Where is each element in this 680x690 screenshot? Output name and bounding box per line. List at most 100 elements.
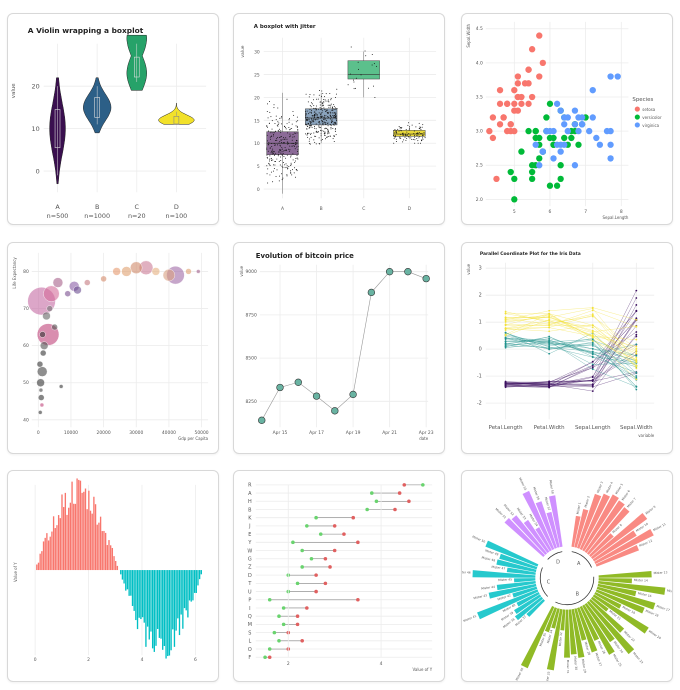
jitter-point	[326, 136, 328, 138]
dumbbell-start	[300, 548, 304, 553]
circular-bar	[571, 515, 581, 548]
circular-bar	[586, 507, 630, 555]
jitter-point	[353, 79, 355, 81]
jitter-point	[317, 118, 319, 120]
iris-scatter-card[interactable]: 2.0 2.5 3.0 3.5 4.0 4.5 5 6 7 8 Sepal.Width Sepal.L…	[461, 13, 673, 225]
jitter-point	[325, 110, 327, 112]
bubble	[46, 305, 53, 312]
jitter-point	[357, 68, 359, 70]
jitter-point	[418, 132, 420, 134]
jitter-point	[319, 126, 321, 128]
bar-label: Mister 27	[594, 652, 603, 666]
circular-bar	[548, 495, 563, 548]
dumbbell-end	[332, 524, 337, 528]
jitter-point	[335, 116, 337, 118]
jitter-point	[307, 101, 309, 103]
boxplot-jitter-card[interactable]: A boxplot with jitter value 0 5 10 15 20 25 30 A B…	[233, 13, 445, 225]
bar	[180, 570, 182, 615]
bar-label: Mister 33	[545, 671, 551, 681]
jitter-point	[321, 108, 323, 110]
dumbbell-start	[267, 597, 272, 602]
bitcoin-line-card[interactable]: Evolution of bitcoin price value 8250 8500 8…	[233, 242, 445, 454]
jitter-point	[266, 140, 268, 142]
jitter-point	[329, 115, 331, 117]
jitter-point	[286, 154, 288, 156]
jitter-point	[327, 129, 329, 131]
legend-label: versicolor	[642, 115, 662, 120]
diverging-bar-card[interactable]: Value of Y 0 2 4 6	[7, 470, 219, 682]
bar-label: Mister 31	[566, 660, 570, 674]
jitter-point	[271, 135, 273, 137]
jitter-point	[309, 93, 311, 95]
jitter-point	[283, 142, 285, 144]
circular-bar	[568, 609, 577, 655]
jitter-point	[305, 115, 307, 117]
jitter-point	[331, 116, 333, 118]
jitter-point	[409, 126, 411, 128]
bubble-chart-card[interactable]: 40 50 60 70 80 0 10000 20000 30000 40000 50000 Life…	[7, 242, 219, 454]
bar	[187, 570, 189, 618]
jitter-point	[293, 114, 295, 116]
jitter-point	[290, 162, 292, 164]
jitter-point	[278, 122, 280, 124]
jitter-point	[268, 130, 270, 132]
jitter-point	[308, 113, 310, 115]
dumbbell-chart-card[interactable]: R A H B K J E Y W G Z D T U P I Q M S L O F 2 4 Value of Y	[233, 470, 445, 682]
jitter-point	[294, 132, 296, 134]
y-tick-label: M	[248, 622, 252, 628]
jitter-point	[281, 165, 283, 167]
bar-label: Mister 43	[473, 593, 488, 600]
jitter-point	[325, 123, 327, 125]
y-axis-label: Sepal.Width	[466, 23, 471, 47]
jitter-point	[310, 106, 312, 108]
circular-bar-card[interactable]: Mister 1 Mister 2 Mister 3 Mister 4 Mister 5…	[461, 470, 673, 682]
jitter-point	[399, 136, 401, 138]
circular-bar	[574, 608, 587, 641]
jitter-point	[296, 154, 298, 156]
jitter-point	[333, 124, 335, 126]
bar	[91, 513, 93, 571]
jitter-point	[327, 109, 329, 111]
bar	[163, 570, 166, 647]
bar	[167, 570, 169, 657]
iris-point	[548, 309, 551, 312]
jitter-point	[290, 135, 292, 137]
jitter-point	[313, 116, 315, 118]
iris-point	[504, 381, 507, 383]
jitter-point	[294, 161, 296, 163]
x-tick-label: B	[95, 203, 99, 211]
jitter-point	[266, 126, 268, 128]
iris-point	[635, 378, 638, 381]
jitter-point	[280, 117, 282, 119]
jitter-point	[286, 123, 288, 125]
bubble	[73, 285, 82, 295]
jitter-point	[286, 165, 288, 167]
y-axis-label: value	[11, 83, 17, 99]
bar-label: Mister 29	[581, 659, 587, 673]
iris-point	[635, 335, 638, 338]
jitter-point	[297, 146, 299, 148]
point-virginica	[589, 114, 596, 121]
iris-point	[591, 324, 594, 327]
circular-bar	[488, 583, 537, 599]
jitter-point	[294, 148, 296, 150]
jitter-point	[287, 141, 289, 143]
bar	[42, 541, 45, 571]
bubble	[112, 267, 121, 276]
jitter-point	[410, 137, 412, 139]
parallel-coordinates-card[interactable]: Parallel Coordinate Plot for the Iris Da…	[461, 242, 673, 454]
jitter-point	[406, 131, 408, 133]
x-tick-label: 8	[620, 209, 623, 215]
jitter-point	[279, 141, 281, 143]
point-virginica	[614, 73, 621, 80]
jitter-point	[330, 128, 332, 130]
bar	[62, 507, 65, 571]
jitter-point	[281, 136, 283, 138]
dumbbell-end	[393, 507, 397, 512]
circular-bar	[511, 515, 548, 555]
dumbbell-start	[263, 655, 267, 660]
jitter-point	[306, 125, 308, 127]
jitter-point	[291, 123, 293, 125]
jitter-point	[323, 117, 325, 119]
